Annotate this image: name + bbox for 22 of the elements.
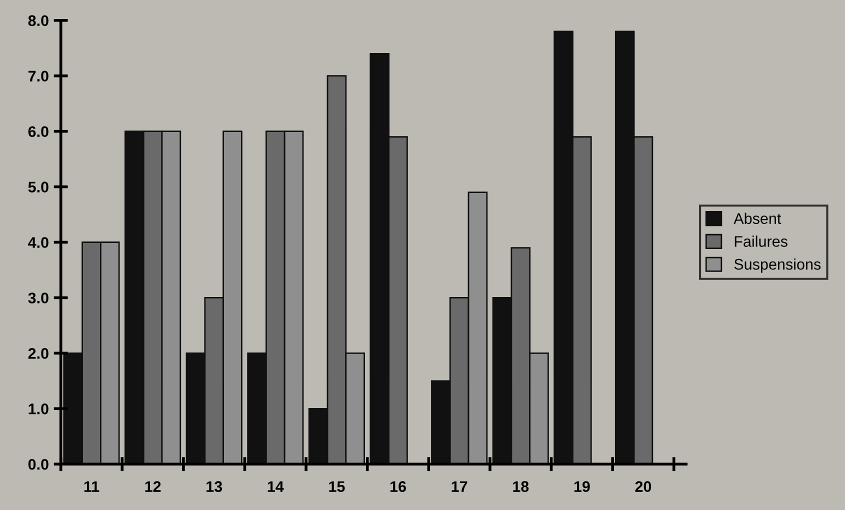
y-tick-label: 2.0	[28, 348, 48, 359]
x-tick-label: 16	[390, 481, 406, 492]
legend-label: Suspensions	[734, 258, 821, 273]
x-tick-label: 15	[329, 481, 345, 492]
y-tick-label: 7.0	[28, 70, 48, 82]
y-tick-label: 4.0	[28, 237, 48, 248]
y-tick-label: 5.0	[28, 182, 48, 192]
x-tick-label: 19	[574, 481, 590, 492]
y-tick-label: 3.0	[28, 292, 48, 304]
x-tick-label: 13	[206, 481, 222, 492]
y-tick-label: 8.0	[28, 15, 48, 26]
y-tick-label: 1.0	[28, 404, 48, 414]
y-tick-label: 0.0	[28, 458, 48, 470]
x-tick-label: 17	[452, 481, 468, 492]
y-tick-label: 6.0	[28, 126, 48, 138]
x-tick-label: 20	[635, 481, 652, 492]
x-tick-label: 14	[268, 481, 284, 492]
legend-label: Absent	[734, 212, 782, 224]
x-tick-label: 18	[513, 481, 529, 492]
legend-label: Failures	[734, 236, 788, 247]
x-tick-label: 12	[145, 481, 161, 492]
x-tick-label: 11	[84, 481, 100, 492]
